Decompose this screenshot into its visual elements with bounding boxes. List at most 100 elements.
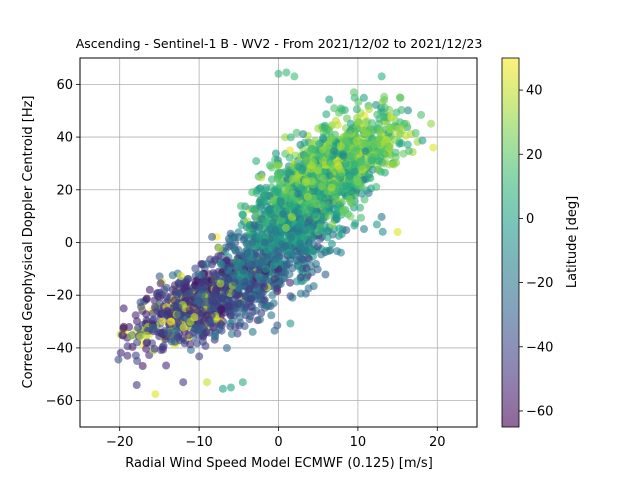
data-point (260, 197, 269, 206)
data-point (226, 383, 235, 392)
data-point (274, 69, 283, 78)
data-point (238, 378, 247, 387)
data-point (334, 231, 343, 240)
data-point (273, 321, 282, 330)
data-point (356, 203, 365, 212)
data-point (234, 233, 243, 241)
data-point (284, 194, 293, 202)
data-point (320, 207, 329, 216)
data-point (198, 337, 207, 346)
x-tick-label: 0 (274, 435, 282, 450)
data-point (286, 133, 295, 142)
scatter-points (114, 68, 438, 399)
data-point (350, 167, 359, 176)
data-point (164, 329, 173, 338)
data-point (322, 110, 331, 119)
data-point (328, 239, 336, 248)
data-point (309, 221, 318, 230)
data-point (287, 233, 295, 242)
data-point (116, 348, 125, 357)
data-point (151, 390, 160, 399)
colorbar-tick-label: −20 (526, 276, 553, 291)
data-point (362, 186, 371, 195)
colorbar-label: Latitude [deg] (565, 196, 580, 288)
data-point (300, 226, 309, 235)
data-point (337, 104, 345, 113)
data-point (184, 289, 193, 298)
data-point (166, 317, 175, 326)
data-point (242, 303, 250, 312)
data-point (356, 157, 365, 166)
data-point (377, 72, 386, 81)
data-point (373, 140, 382, 149)
data-point (342, 226, 351, 235)
data-point (206, 304, 215, 312)
data-point (271, 149, 280, 158)
data-point (203, 378, 211, 387)
colorbar-tick-label: 20 (526, 148, 543, 163)
data-point (267, 163, 276, 172)
data-point (336, 248, 345, 257)
data-point (351, 219, 360, 228)
data-point (145, 285, 154, 294)
data-point (308, 171, 317, 180)
data-point (345, 130, 354, 139)
data-point (352, 136, 361, 145)
data-point (285, 153, 294, 162)
colorbar-tick-label: −60 (526, 404, 553, 419)
data-point (297, 166, 306, 175)
data-point (250, 221, 259, 230)
data-point (287, 250, 295, 259)
y-axis-label: Corrected Geophysical Doppler Centroid [… (21, 95, 36, 388)
data-point (131, 311, 140, 320)
data-point (274, 168, 283, 177)
data-point (345, 172, 354, 181)
data-point (327, 134, 336, 143)
data-point (321, 270, 330, 279)
data-point (302, 156, 311, 165)
data-point (271, 226, 280, 235)
colorbar-tick-label: −40 (526, 340, 553, 355)
data-point (217, 305, 226, 314)
data-point (134, 323, 143, 332)
data-point (368, 119, 376, 128)
data-point (163, 310, 172, 319)
data-point (361, 118, 370, 127)
data-point (281, 133, 290, 142)
data-point (207, 297, 216, 306)
data-point (346, 152, 355, 161)
data-point (392, 108, 401, 117)
colorbar-gradient (502, 58, 519, 427)
data-point (307, 164, 315, 173)
data-point (215, 325, 224, 334)
data-point (225, 302, 234, 311)
x-axis-ticks: −20 −10 0 10 20 (106, 427, 446, 450)
data-point (119, 322, 128, 331)
data-point (274, 247, 283, 256)
data-point (211, 255, 220, 264)
data-point (267, 311, 276, 320)
data-point (309, 240, 318, 248)
data-point (398, 126, 407, 134)
data-point (203, 259, 212, 268)
data-point (226, 319, 235, 328)
data-point (248, 238, 257, 247)
data-point (253, 249, 261, 258)
data-point (230, 278, 239, 287)
data-point (207, 311, 216, 320)
data-point (123, 342, 132, 351)
data-point (266, 210, 275, 218)
data-point (156, 279, 165, 288)
data-point (170, 326, 179, 335)
data-point (260, 238, 269, 247)
data-point (341, 136, 350, 145)
data-point (313, 265, 322, 274)
data-point (393, 228, 402, 236)
data-point (294, 189, 303, 198)
data-point (297, 183, 306, 192)
y-tick-label: −40 (46, 341, 73, 356)
data-point (271, 255, 280, 264)
data-point (114, 355, 123, 364)
data-point (411, 129, 420, 137)
data-point (286, 292, 295, 301)
